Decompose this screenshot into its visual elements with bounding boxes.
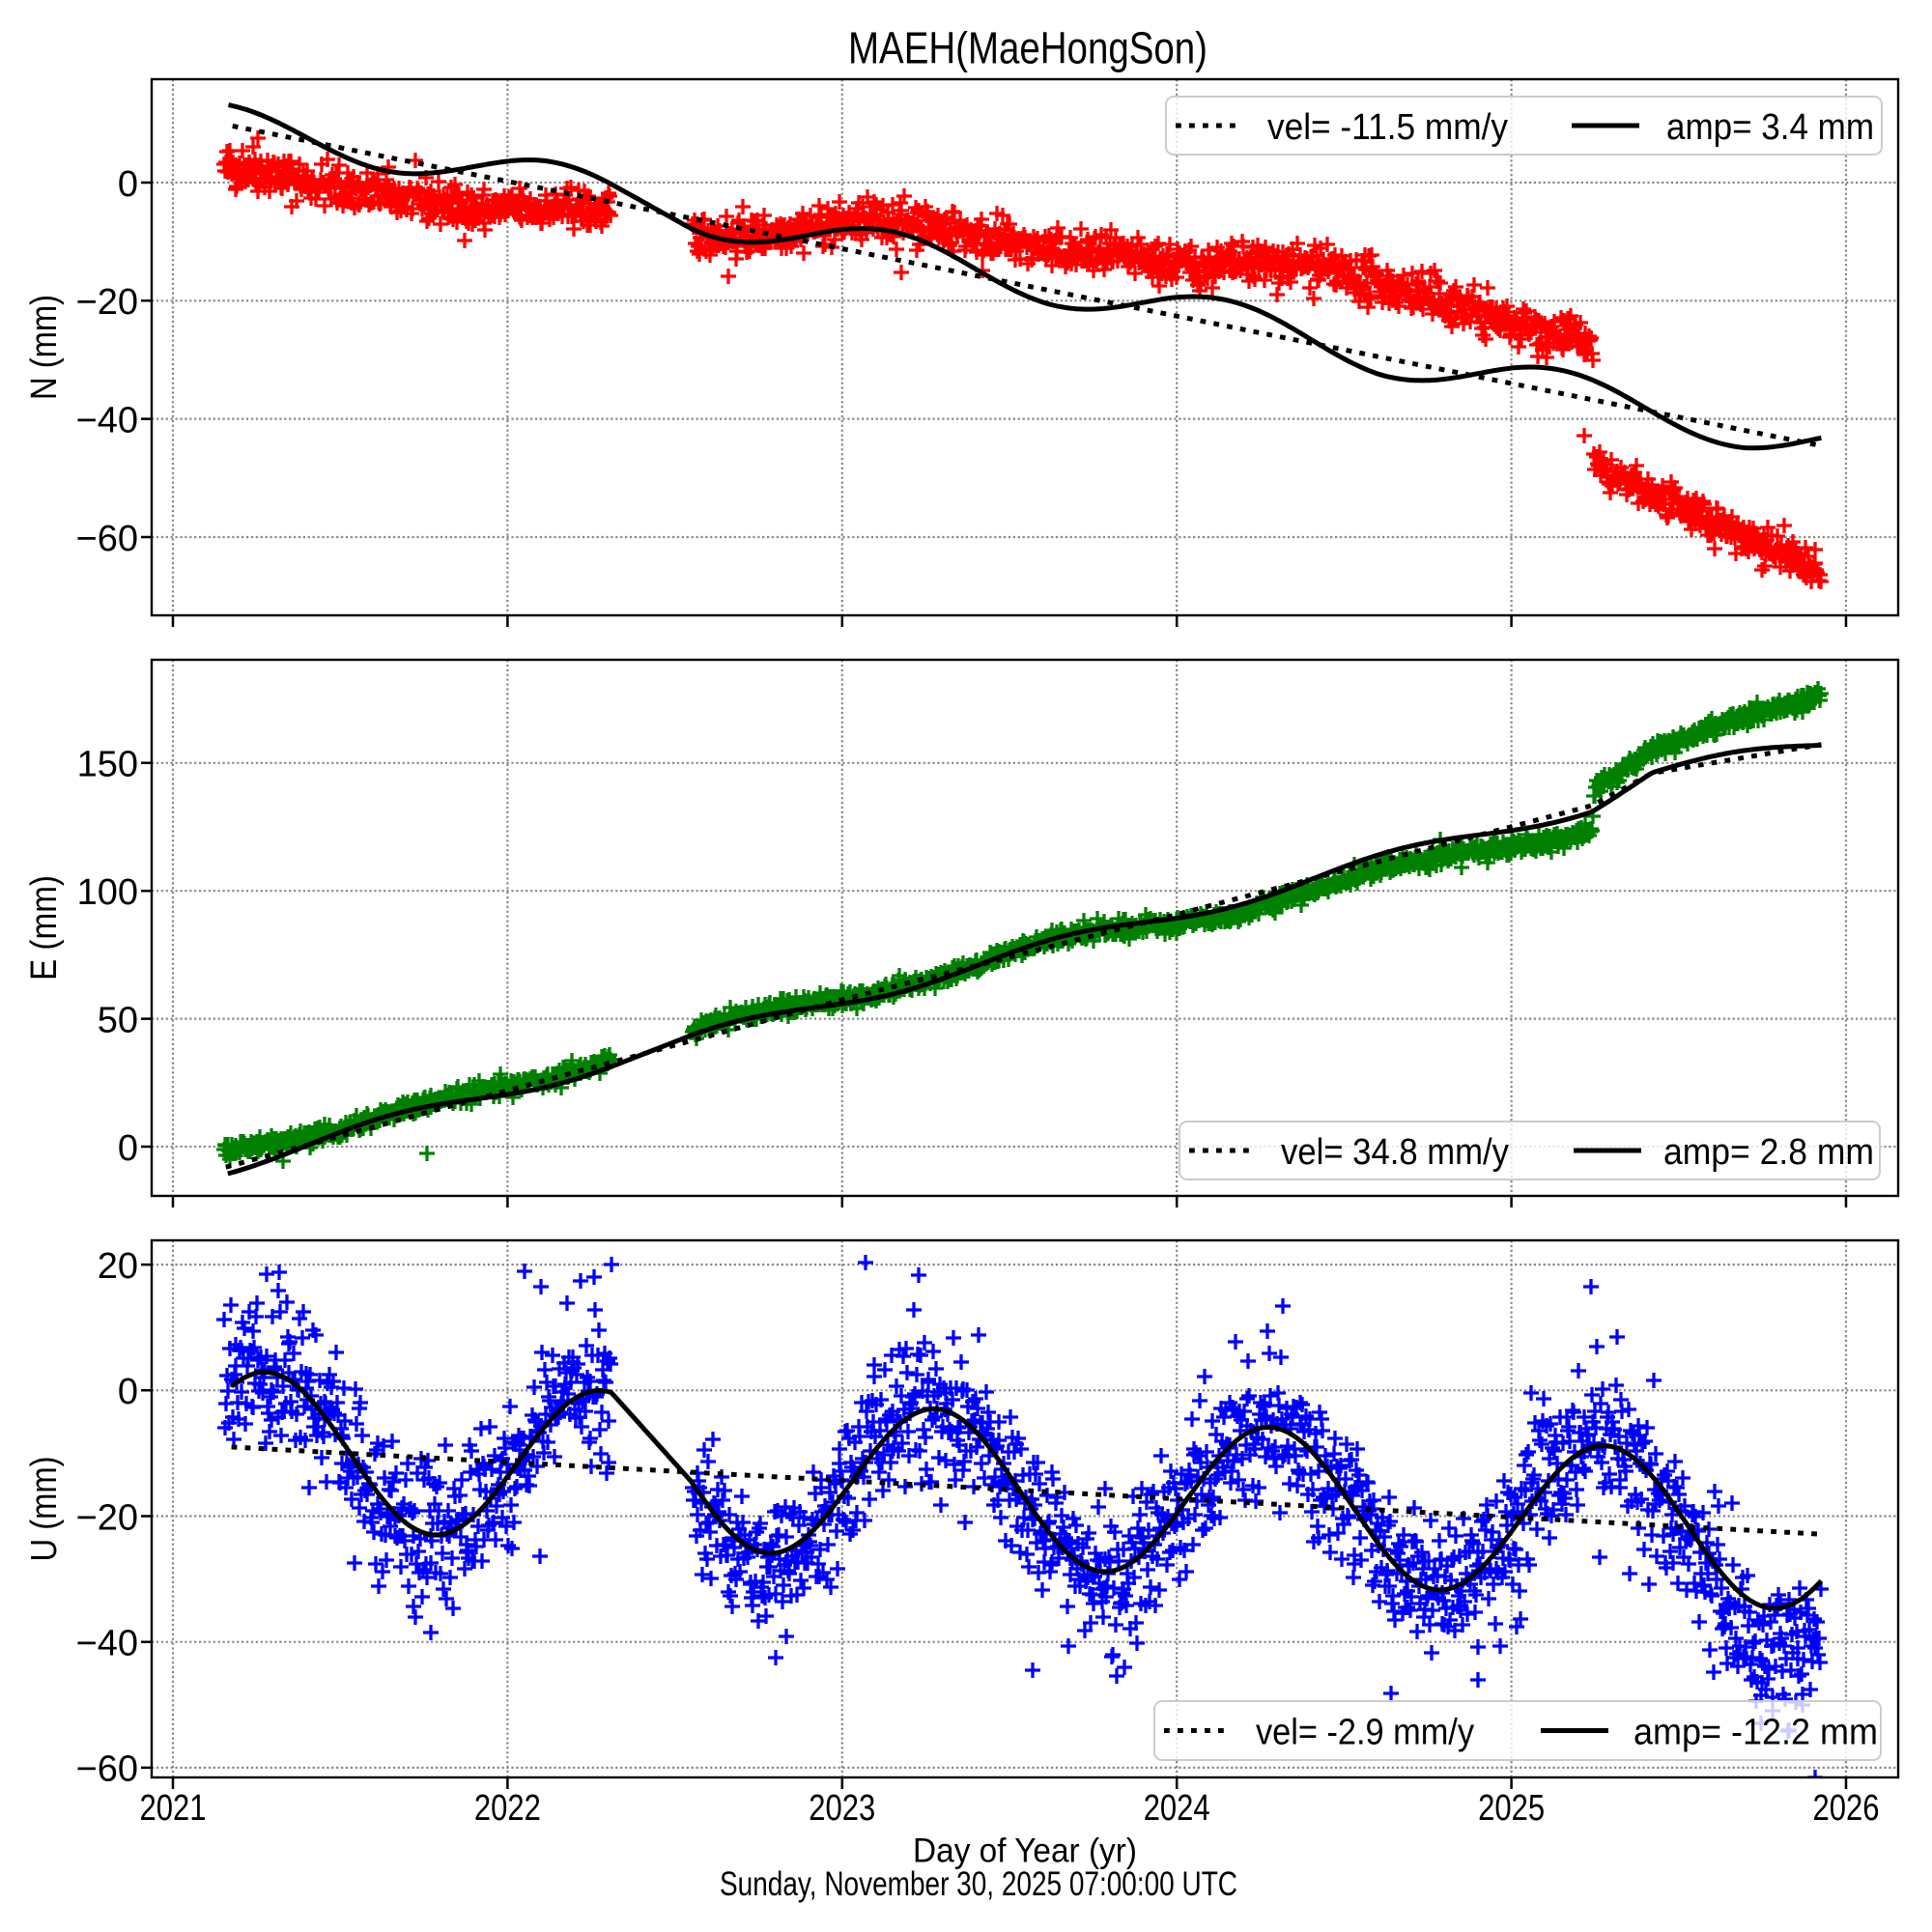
svg-text:150: 150 [77, 745, 138, 785]
svg-text:−60: −60 [76, 1749, 138, 1790]
svg-text:0: 0 [118, 1372, 138, 1412]
svg-text:Sunday, November 30, 2025 07:0: Sunday, November 30, 2025 07:00:00 UTC [720, 1865, 1237, 1903]
svg-text:−40: −40 [76, 1624, 138, 1664]
svg-text:E (mm): E (mm) [24, 875, 65, 980]
svg-text:0: 0 [118, 1128, 138, 1169]
svg-text:2026: 2026 [1813, 1788, 1880, 1829]
svg-text:−40: −40 [76, 400, 138, 440]
svg-text:amp= -12.2 mm: amp= -12.2 mm [1634, 1712, 1878, 1752]
svg-text:vel= -11.5 mm/y: vel= -11.5 mm/y [1267, 107, 1508, 148]
svg-text:2022: 2022 [474, 1788, 541, 1829]
svg-text:amp= 2.8 mm: amp= 2.8 mm [1663, 1132, 1874, 1173]
svg-text:vel= 34.8 mm/y: vel= 34.8 mm/y [1281, 1132, 1509, 1173]
svg-text:2021: 2021 [140, 1788, 207, 1829]
svg-text:100: 100 [77, 872, 138, 913]
svg-text:50: 50 [98, 1000, 138, 1040]
svg-text:−60: −60 [76, 519, 138, 559]
svg-text:−20: −20 [76, 1497, 138, 1538]
svg-text:U (mm): U (mm) [24, 1457, 65, 1562]
svg-text:−20: −20 [76, 282, 138, 323]
svg-text:N (mm): N (mm) [24, 295, 65, 400]
svg-text:MAEH(MaeHongSon): MAEH(MaeHongSon) [848, 23, 1208, 73]
svg-text:0: 0 [118, 164, 138, 205]
svg-text:2023: 2023 [809, 1788, 875, 1829]
svg-text:2025: 2025 [1478, 1788, 1545, 1829]
svg-text:20: 20 [98, 1246, 138, 1287]
svg-text:amp= 3.4 mm: amp= 3.4 mm [1666, 107, 1874, 148]
svg-text:2024: 2024 [1144, 1788, 1210, 1829]
svg-text:Day of Year (yr): Day of Year (yr) [913, 1833, 1137, 1870]
svg-text:vel= -2.9 mm/y: vel= -2.9 mm/y [1256, 1712, 1474, 1752]
